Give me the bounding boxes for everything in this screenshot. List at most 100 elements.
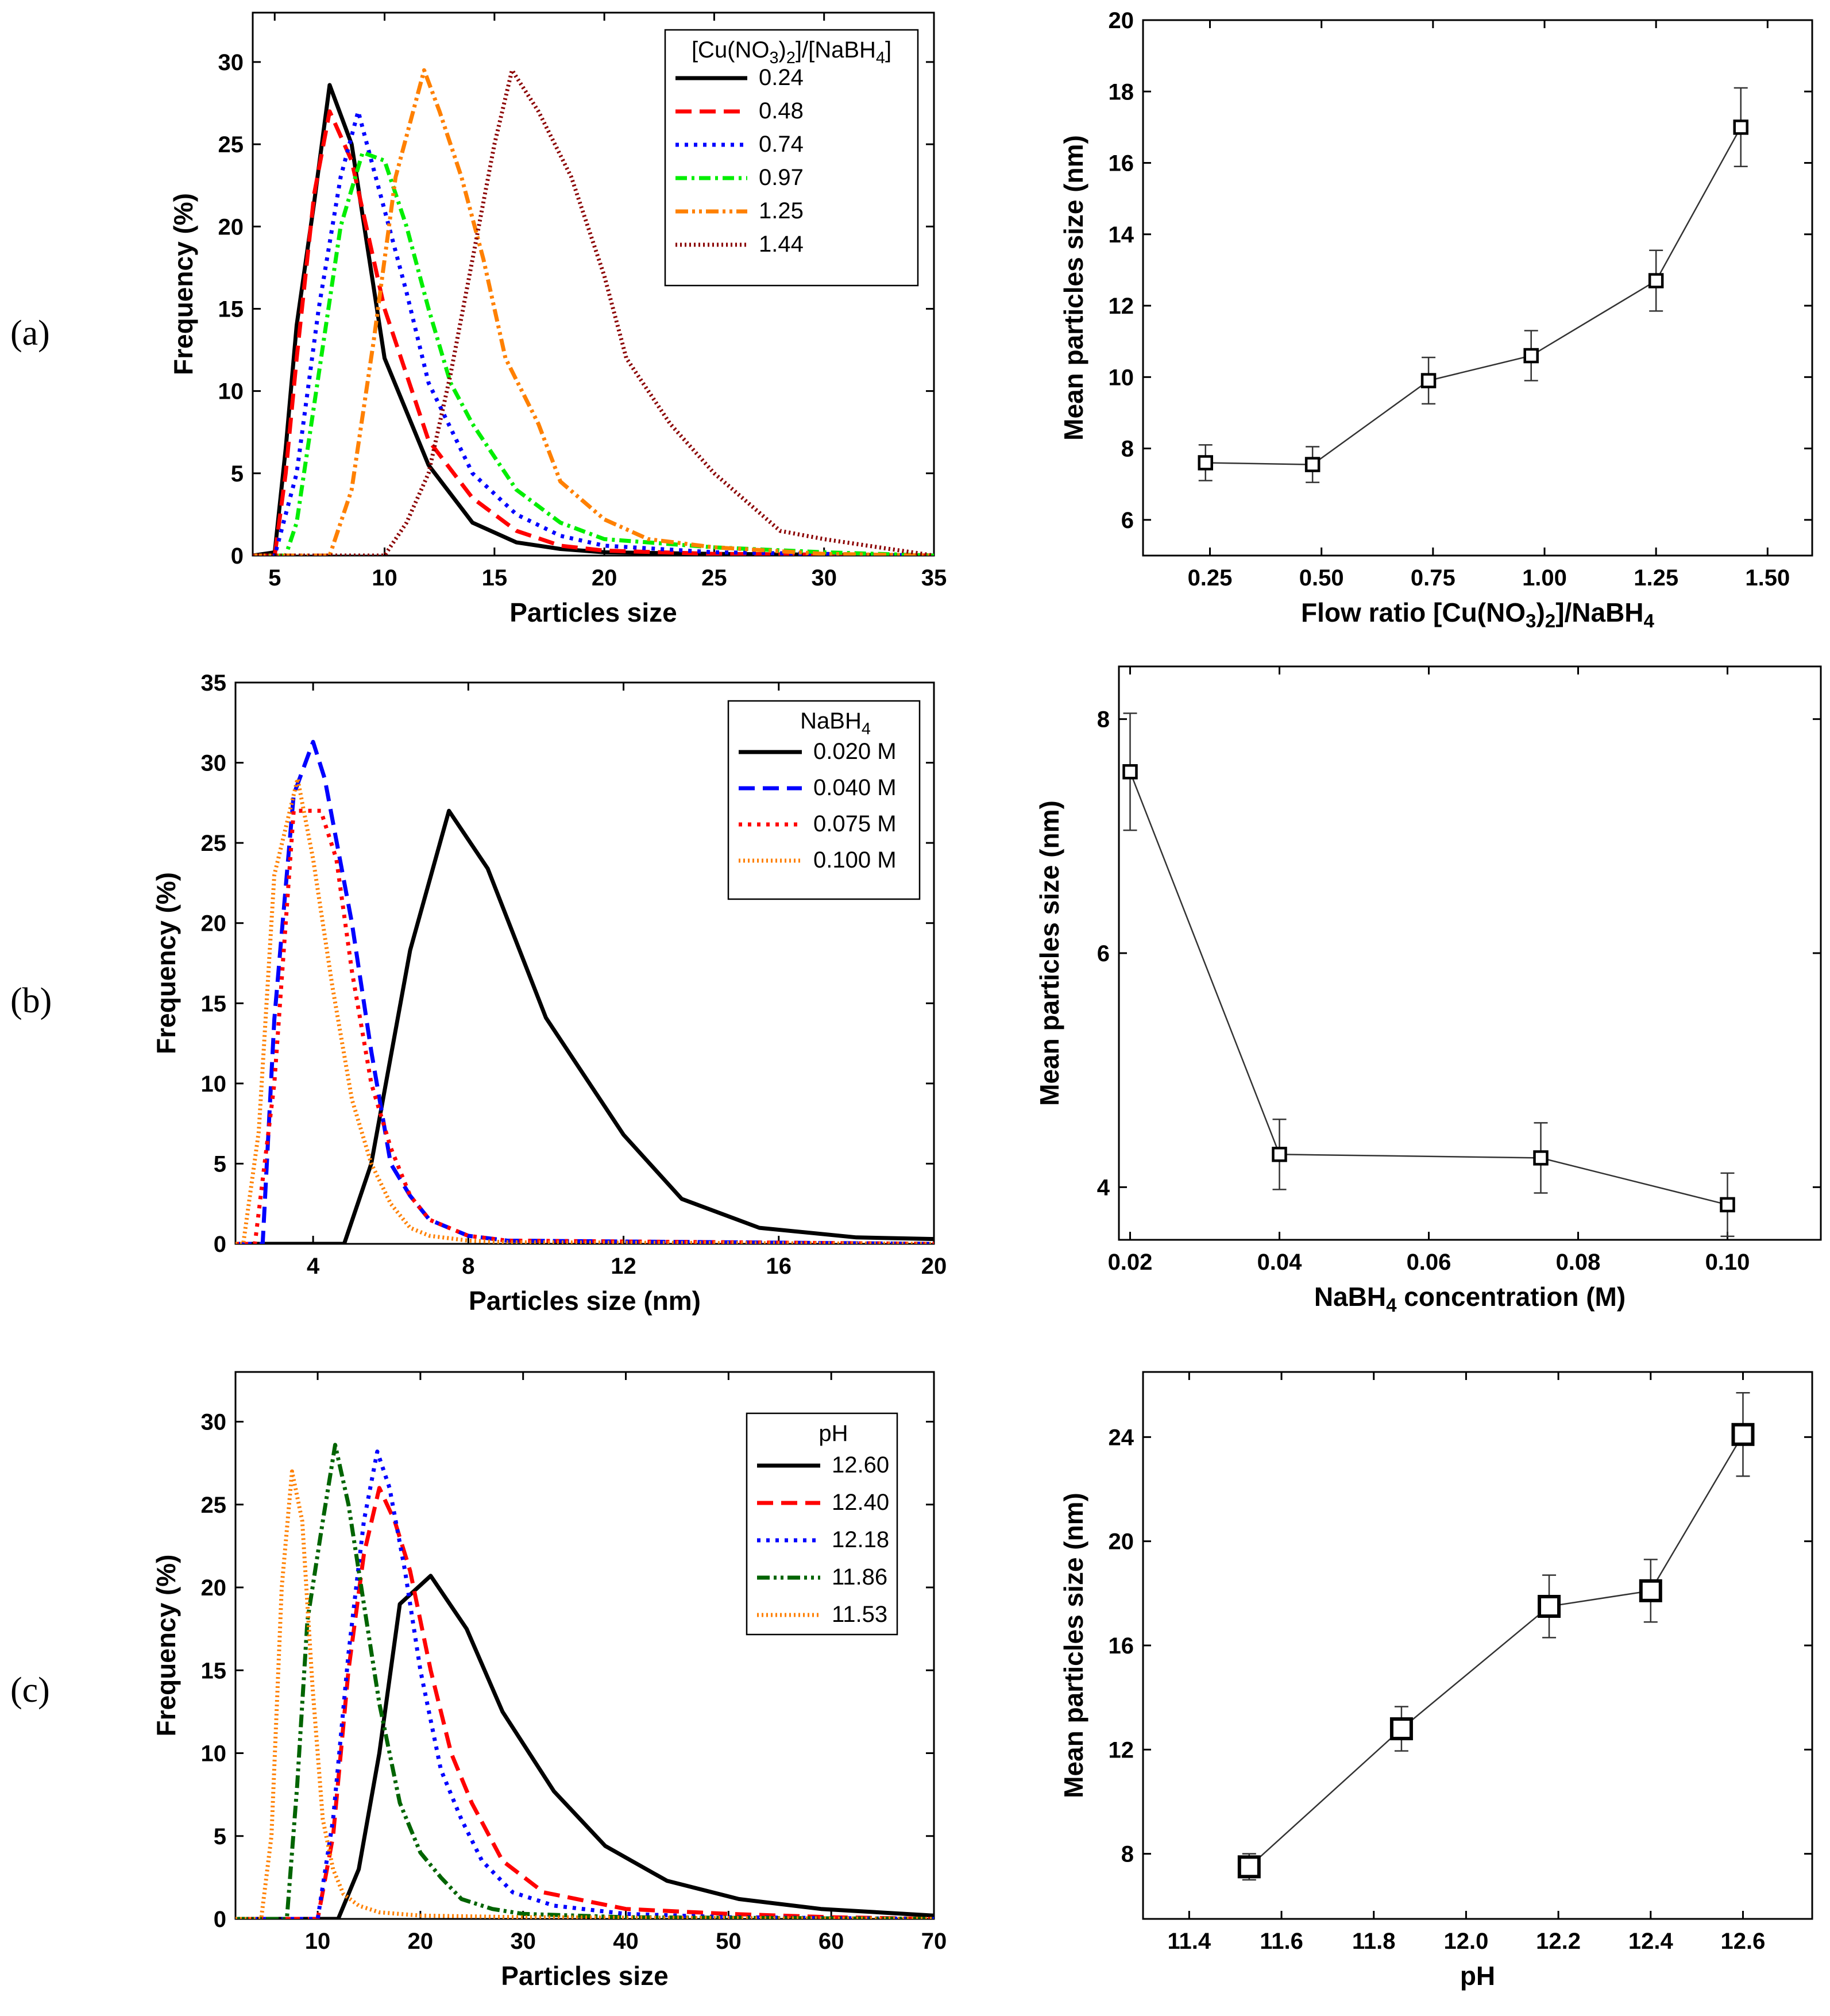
series-line-11.53 [235,1469,934,1919]
legend-box [664,29,919,287]
y-tick-label: 12 [1109,1737,1134,1763]
y-tick-label: 20 [201,1575,227,1601]
y-axis-title: Mean particles size (nm) [1034,800,1064,1106]
x-axis-title: Particles size [509,598,677,627]
x-tick-label: 40 [613,1929,639,1954]
x-tick-label: 5 [268,565,281,591]
x-tick-label: 16 [766,1254,792,1279]
y-tick-label: 20 [1109,8,1134,33]
data-point [1733,120,1748,135]
chart-frequency-nabh4: 4 8 12 16 20 0 5 10 15 20 25 30 35 Particles size (nm… [151,670,947,1316]
series-line-0.48 [253,109,934,556]
y-tick-label: 15 [201,1658,227,1683]
legend-label-0.075-M: 0.075 M [813,811,897,837]
x-axis-title: NaBH4 concentration (M) [1314,1282,1626,1316]
x-axis-title: Particles size (nm) [469,1286,701,1316]
legend-label-0.97: 0.97 [759,165,804,190]
x-tick-label: 0.08 [1556,1250,1601,1275]
y-axis-title: Frequency (%) [151,1555,181,1737]
x-tick-label: 0.50 [1299,565,1344,591]
y-tick-label: 5 [214,1151,226,1177]
y-tick-label: 6 [1121,508,1134,533]
legend-title: NaBH4 [800,708,871,738]
y-tick-label: 16 [1109,1633,1134,1659]
x-tick-label: 0.04 [1257,1250,1303,1275]
y-tick-label: 30 [201,751,227,776]
x-tick-label: 20 [921,1254,947,1279]
trend-line [1129,771,1728,1206]
series-group [253,68,934,556]
legend-label-11.86: 11.86 [832,1564,887,1590]
series-line-0.020-M [235,808,934,1244]
series-group [235,739,934,1244]
y-tick-label: 25 [201,1493,227,1518]
data-point [1237,1855,1261,1879]
data-point [1304,457,1321,472]
trend-line [1248,1434,1744,1868]
data-point [1122,764,1138,780]
legend-label-0.48: 0.48 [759,98,804,124]
x-tick-label: 1.50 [1745,565,1790,591]
y-axis-title: Mean particles size (nm) [1059,1493,1088,1798]
legend-title: pH [819,1421,848,1446]
data-point [1720,1197,1735,1213]
y-tick-label: 0 [214,1907,226,1932]
chart-mean-size-flow-ratio: 0.25 0.50 0.75 1.00 1.25 1.50 6 8 10 12 14 16 18 20 Fl… [1059,8,1813,632]
y-axis-title: Frequency (%) [151,872,181,1054]
legend-label-12.40: 12.40 [832,1490,889,1515]
y-tick-label: 35 [201,670,227,696]
x-tick-label: 0.25 [1188,565,1233,591]
data-point [1198,455,1213,471]
x-tick-label: 0.02 [1108,1250,1153,1275]
y-tick-label: 25 [201,831,227,856]
x-tick-label: 0.06 [1407,1250,1451,1275]
y-tick-label: 20 [201,911,227,936]
data-point [1731,1423,1755,1446]
data-point [1648,273,1664,288]
data-point [1523,348,1539,364]
x-tick-label: 11.6 [1260,1929,1303,1954]
y-tick-label: 30 [218,50,244,75]
legend-box [727,700,921,900]
x-tick-label: 12.4 [1628,1929,1674,1954]
legend-label-0.040-M: 0.040 M [813,775,897,800]
x-tick-label: 20 [408,1929,434,1954]
x-tick-label: 11.4 [1168,1929,1211,1954]
y-tick-label: 16 [1109,151,1134,176]
panel-label-b: (b) [10,981,52,1020]
y-tick-label: 30 [201,1410,227,1435]
x-tick-label: 12 [611,1254,636,1279]
legend-label-0.74: 0.74 [759,132,804,157]
legend-label-1.25: 1.25 [759,198,804,223]
x-tick-label: 11.8 [1352,1929,1396,1954]
legend-label-0.020-M: 0.020 M [813,739,897,764]
y-tick-label: 10 [1109,365,1134,390]
plot-frame [252,11,935,557]
y-axis-title: Mean particles size (nm) [1059,135,1088,441]
y-tick-label: 15 [201,991,227,1016]
series-line-0.97 [253,150,934,556]
x-tick-label: 60 [819,1929,844,1954]
plot-frame [1142,19,1813,557]
panel-label-a: (a) [10,314,50,353]
x-tick-label: 12.2 [1536,1929,1581,1954]
y-tick-label: 12 [1109,294,1134,319]
x-axis-title: pH [1460,1961,1495,1991]
x-tick-label: 12.6 [1721,1929,1766,1954]
data-point [1389,1717,1413,1741]
legend-label-0.24: 0.24 [759,65,804,90]
plot-frame [1118,665,1822,1241]
x-axis-title: Flow ratio [Cu(NO3)2]/NaBH4 [1301,598,1654,632]
y-tick-label: 24 [1109,1425,1134,1450]
trend-line [1205,126,1742,465]
x-axis-title: Particles size [501,1961,669,1991]
x-tick-label: 50 [716,1929,742,1954]
x-tick-label: 35 [921,565,947,591]
y-tick-label: 0 [231,543,244,569]
data-point [1533,1150,1549,1166]
series-line-1.25 [253,68,934,556]
x-tick-label: 25 [701,565,727,591]
x-tick-label: 4 [307,1254,320,1279]
